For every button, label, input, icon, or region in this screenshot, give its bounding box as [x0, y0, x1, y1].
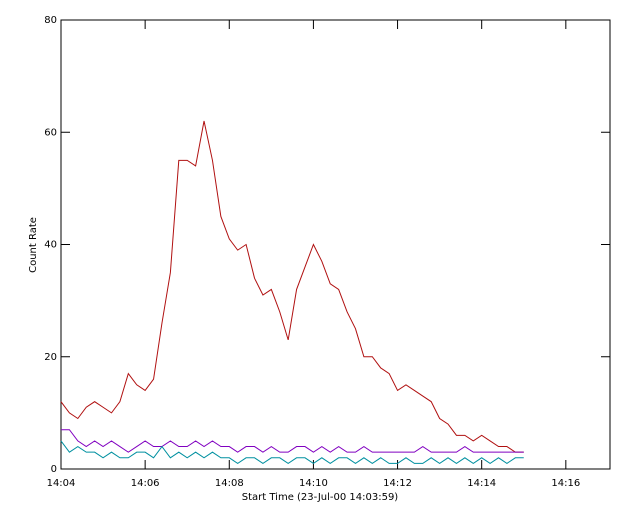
plot-frame	[60, 19, 611, 470]
x-tick-label: 14:04	[47, 478, 76, 489]
x-tick-label: 14:14	[467, 478, 496, 489]
series-line	[61, 429, 524, 453]
series-line	[60, 120, 524, 453]
x-tick-label: 14:12	[383, 478, 412, 489]
y-axis-label: Count Rate	[28, 217, 39, 273]
y-tick-label: 40	[44, 240, 57, 251]
series-line	[60, 440, 524, 464]
x-tick-label: 14:06	[131, 478, 160, 489]
x-tick-label: 14:10	[299, 478, 328, 489]
x-tick-label: 14:08	[215, 478, 244, 489]
x-tick-label: 14:16	[551, 478, 580, 489]
y-tick-label: 0	[51, 464, 57, 475]
x-axis-label: Start Time (23-Jul-00 14:03:59)	[242, 492, 399, 503]
y-tick-label: 60	[44, 127, 57, 138]
y-tick-label: 80	[44, 15, 57, 26]
y-tick-label: 20	[44, 352, 57, 363]
